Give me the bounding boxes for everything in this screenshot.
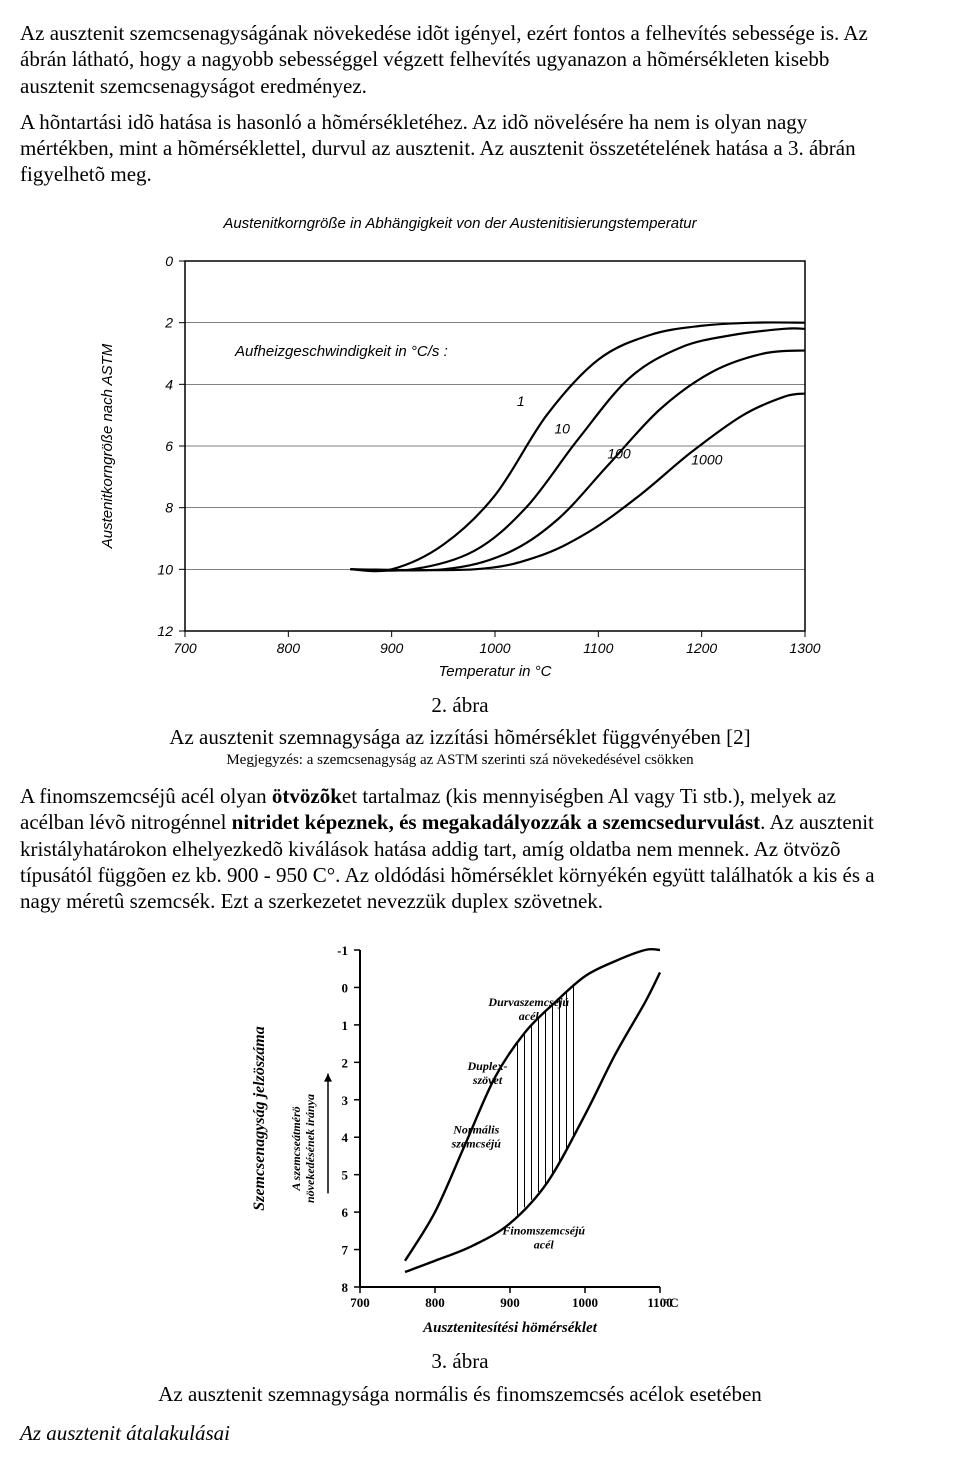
svg-text:Finomszemcséjú: Finomszemcséjú — [501, 1224, 585, 1238]
svg-text:1100: 1100 — [583, 640, 613, 656]
paragraph-3: A finomszemcséjû acél olyan ötvözõket ta… — [20, 783, 900, 914]
svg-text:4: 4 — [342, 1130, 349, 1145]
svg-text:1000: 1000 — [479, 640, 510, 656]
svg-text:acél: acél — [519, 1009, 540, 1023]
svg-text:100: 100 — [607, 445, 631, 461]
p3-d: nitridet képeznek, és megakadályozzák a … — [232, 810, 760, 834]
figure-3-chart: -101234567870080090010001100°CAusztenite… — [20, 932, 900, 1342]
figure-2-caption: Az ausztenit szemnagysága az izzítási hõ… — [20, 724, 900, 750]
svg-text:1200: 1200 — [686, 640, 717, 656]
svg-text:acél: acél — [534, 1238, 555, 1252]
svg-text:8: 8 — [165, 499, 173, 515]
svg-text:1000: 1000 — [691, 451, 722, 467]
svg-text:800: 800 — [425, 1295, 445, 1310]
svg-text:700: 700 — [173, 640, 197, 656]
svg-text:4: 4 — [165, 376, 173, 392]
svg-text:2: 2 — [342, 1056, 349, 1071]
svg-text:900: 900 — [500, 1295, 520, 1310]
svg-text:Ausztenitesítési hömérséklet: Ausztenitesítési hömérséklet — [422, 1320, 598, 1336]
svg-text:Duplex-: Duplex- — [467, 1059, 508, 1073]
figure-2-label: 2. ábra — [20, 692, 900, 718]
figure-3-label: 3. ábra — [20, 1348, 900, 1374]
svg-text:3: 3 — [342, 1093, 349, 1108]
svg-text:6: 6 — [342, 1205, 349, 1220]
section-heading-italic: Az ausztenit átalakulásai — [20, 1421, 900, 1446]
figure-2-chart: Austenitkorngröße in Abhängigkeit von de… — [20, 206, 900, 686]
svg-text:Austenitkorngröße in Abhängigk: Austenitkorngröße in Abhängigkeit von de… — [222, 215, 697, 232]
svg-text:szemcséjú: szemcséjú — [451, 1137, 502, 1151]
svg-text:-1: -1 — [337, 943, 348, 958]
svg-text:növekedésének iránya: növekedésének iránya — [303, 1094, 317, 1203]
svg-text:szövet: szövet — [472, 1073, 503, 1087]
paragraph-1: Az ausztenit szemcsenagyságának növekedé… — [20, 20, 900, 99]
svg-text:2: 2 — [164, 314, 173, 330]
svg-text:°C: °C — [664, 1295, 679, 1310]
svg-text:7: 7 — [342, 1243, 349, 1258]
svg-text:800: 800 — [277, 640, 301, 656]
svg-text:Temperatur in °C: Temperatur in °C — [439, 663, 552, 680]
svg-text:5: 5 — [342, 1168, 349, 1183]
svg-text:Normális: Normális — [452, 1123, 499, 1137]
svg-text:Szemcsenagyság jelzöszáma: Szemcsenagyság jelzöszáma — [251, 1027, 268, 1211]
svg-text:12: 12 — [157, 623, 173, 639]
svg-text:700: 700 — [350, 1295, 370, 1310]
svg-text:Durvaszemcséjú: Durvaszemcséjú — [487, 995, 569, 1009]
p3-b: ötvözõk — [272, 784, 342, 808]
svg-text:10: 10 — [554, 420, 570, 436]
figure-3-caption: Az ausztenit szemnagysága normális és fi… — [20, 1381, 900, 1407]
svg-text:900: 900 — [380, 640, 404, 656]
svg-text:8: 8 — [342, 1280, 349, 1295]
svg-text:1: 1 — [517, 392, 525, 408]
svg-text:Aufheizgeschwindigkeit in °C/s: Aufheizgeschwindigkeit in °C/s : — [234, 343, 448, 360]
svg-text:0: 0 — [165, 253, 173, 269]
svg-text:0: 0 — [342, 981, 349, 996]
svg-text:1: 1 — [342, 1018, 349, 1033]
svg-text:A szemcseátmérö: A szemcseátmérö — [289, 1107, 303, 1192]
svg-text:10: 10 — [157, 561, 173, 577]
paragraph-2: A hõntartási idõ hatása is hasonló a hõm… — [20, 109, 900, 188]
svg-text:1000: 1000 — [572, 1295, 598, 1310]
svg-text:6: 6 — [165, 438, 173, 454]
p3-a: A finomszemcséjû acél olyan — [20, 784, 272, 808]
figure-2-note: Megjegyzés: a szemcsenagyság az ASTM sze… — [20, 752, 900, 769]
svg-text:1300: 1300 — [789, 640, 820, 656]
svg-text:Austenitkorngröße nach ASTM: Austenitkorngröße nach ASTM — [99, 343, 116, 549]
